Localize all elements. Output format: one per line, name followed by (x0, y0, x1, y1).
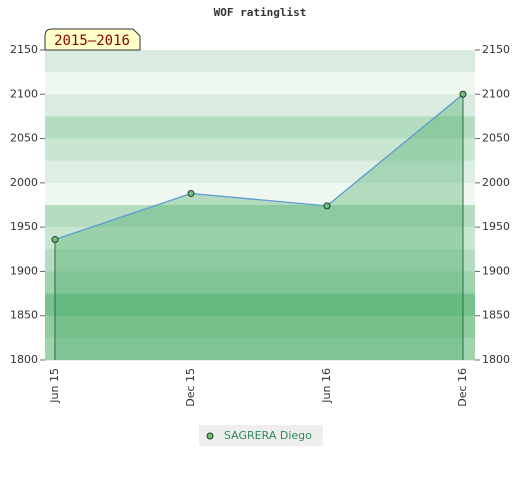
x-tick-label: Dec 16 (456, 368, 469, 407)
stripe (45, 249, 475, 272)
marker (459, 90, 467, 98)
marker (51, 236, 59, 244)
y2-tick-label: 2150 (482, 43, 510, 56)
stripe (45, 293, 475, 317)
x-tick-label: Jun 15 (48, 368, 61, 404)
y2-tick-label: 1900 (482, 264, 510, 277)
y2-tick-label: 2000 (482, 176, 510, 189)
y-tick-label: 2100 (10, 87, 38, 100)
y2-tick-label: 2100 (482, 87, 510, 100)
annotation-box (44, 28, 141, 51)
stripe (45, 160, 475, 184)
y2-tick-label: 1950 (482, 220, 510, 233)
y-tick-label: 2000 (10, 176, 38, 189)
stripe (45, 227, 475, 250)
stripe (45, 205, 475, 228)
stripe (45, 138, 475, 162)
stripe (45, 116, 475, 139)
legend-marker (206, 432, 214, 440)
y-tick-label: 2050 (10, 132, 38, 145)
y-tick-label: 1900 (10, 264, 38, 277)
x-tick-label: Dec 15 (184, 368, 197, 407)
stripe (45, 94, 475, 117)
stripe (45, 315, 475, 339)
marker (323, 202, 331, 210)
legend-box (199, 425, 323, 446)
y2-tick-label: 2050 (482, 132, 510, 145)
y2-tick-label: 1850 (482, 309, 510, 322)
area (55, 94, 463, 361)
stripe (45, 271, 475, 294)
stripe (45, 72, 475, 95)
y-tick-label: 1950 (10, 220, 38, 233)
y-tick-label: 1800 (10, 353, 38, 366)
x-tick-label: Jun 16 (320, 368, 333, 404)
line (54, 93, 464, 241)
legend-label[interactable]: SAGRERA Diego (224, 429, 312, 442)
y-tick-label: 2150 (10, 43, 38, 56)
chart-title: WOF ratinglist (214, 6, 307, 19)
annotation: 2015–2016 (54, 33, 130, 49)
marker (187, 189, 195, 197)
stripe (45, 50, 475, 73)
plot-background (45, 50, 475, 361)
stripe (45, 337, 475, 361)
y-tick-label: 1850 (10, 309, 38, 322)
stripe (45, 182, 475, 206)
y2-tick-label: 1800 (482, 353, 510, 366)
